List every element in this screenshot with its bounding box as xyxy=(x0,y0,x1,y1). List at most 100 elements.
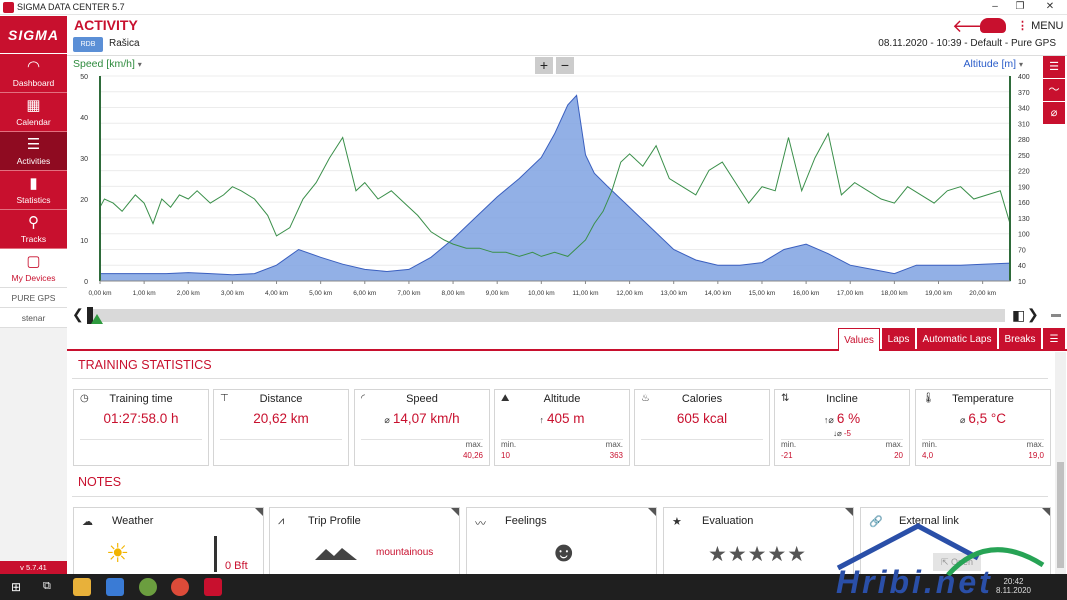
maximize-button[interactable]: ❐ xyxy=(1015,1,1025,12)
map-pin-icon: ⚲ xyxy=(28,214,39,231)
app-icon xyxy=(3,2,14,13)
right-axis-selector[interactable]: Altitude [m] ▾ xyxy=(964,58,1023,70)
range-start-handle[interactable] xyxy=(87,307,93,324)
left-axis-selector[interactable]: Speed [km/h] ▾ xyxy=(73,58,142,70)
sidebar-item-calendar[interactable]: ▦ Calendar xyxy=(0,93,67,132)
range-end-handle-icon[interactable]: ◧ xyxy=(1012,307,1026,323)
window-titlebar: SIGMA DATA CENTER 5.7 – ❐ ✕ xyxy=(0,0,1067,15)
note-card-trip-profile[interactable]: ⩘ Trip Profile mountainous xyxy=(269,507,460,575)
tab-automatic-laps[interactable]: Automatic Laps xyxy=(917,328,997,351)
browser-app-icon[interactable] xyxy=(139,578,157,596)
minimize-button[interactable]: – xyxy=(992,1,998,12)
monitor-app-icon[interactable] xyxy=(106,578,124,596)
clock-time: 20:42 xyxy=(1003,577,1024,586)
ascent-icon: ↑ xyxy=(539,415,544,425)
note-card-external-link[interactable]: 🔗 External link ⇱ Open xyxy=(860,507,1051,575)
open-link-button[interactable]: ⇱ Open xyxy=(933,553,981,571)
menu-button[interactable]: ⋮ MENU xyxy=(1017,19,1063,32)
scroll-left-icon[interactable]: ❮ xyxy=(72,306,84,322)
task-view-icon[interactable]: ⧉ xyxy=(43,580,51,592)
zoom-out-button[interactable]: − xyxy=(556,57,574,74)
chrome-icon[interactable] xyxy=(171,578,189,596)
divider xyxy=(781,439,903,440)
scroll-right-icon[interactable]: ❯ xyxy=(1027,306,1039,322)
note-card-evaluation[interactable]: ★ Evaluation ★★★★★ xyxy=(663,507,854,575)
windows-start-icon[interactable]: ⊞ xyxy=(11,580,22,594)
stat-title: Distance xyxy=(259,393,303,405)
mood-wave-icon: 〰 xyxy=(475,518,486,530)
stat-value: ⌀ 14,07 km/h xyxy=(355,411,489,426)
sidebar-item-label: Activities xyxy=(16,156,51,166)
sidebar-item-activities[interactable]: ☰ Activities xyxy=(0,132,67,171)
sidebar-item-label: Statistics xyxy=(16,195,51,205)
max-value: 363 xyxy=(609,451,623,460)
chart-range-slider[interactable]: ❮ ◧ ❯ ▬ xyxy=(67,304,1067,326)
user-name[interactable]: stenar xyxy=(0,308,67,328)
smiley-icon: ☻ xyxy=(549,536,579,567)
y-left-tick-label: 20 xyxy=(80,197,88,204)
activity-name[interactable]: Rašica xyxy=(109,38,140,49)
collapse-icon[interactable]: ▬ xyxy=(1051,309,1061,320)
note-title: Weather xyxy=(112,515,154,527)
max-value: 19,0 xyxy=(1028,451,1044,460)
close-button[interactable]: ✕ xyxy=(1045,1,1055,12)
min-value: -21 xyxy=(781,451,793,460)
note-card-weather[interactable]: ☁ Weather ☀ 0 Bft xyxy=(73,507,264,575)
position-marker-icon[interactable] xyxy=(91,314,103,324)
sidebar-item-label: Calendar xyxy=(16,117,51,127)
divider xyxy=(501,439,623,440)
sigma-logo: SIGMA xyxy=(0,16,67,54)
list-icon[interactable]: ☰ xyxy=(1043,56,1065,79)
right-axis-label: Altitude [m] xyxy=(963,58,1017,70)
note-card-feelings[interactable]: 〰 Feelings ☻ xyxy=(466,507,657,575)
device-name[interactable]: PURE GPS xyxy=(0,288,67,308)
taskbar-clock[interactable]: 20:42 8.11.2020 xyxy=(996,577,1031,595)
road-bike-icon: RDB xyxy=(73,37,103,52)
sidebar-item-statistics[interactable]: ▮ Statistics xyxy=(0,171,67,210)
tab-laps[interactable]: Laps xyxy=(882,328,915,351)
stat-value-text: 405 m xyxy=(546,411,585,426)
x-tick-label: 15,00 km xyxy=(749,290,776,297)
activity-chart[interactable]: 0 10 20 30 40 50 10 40 70 100 130 160 190 220 250 280 31… xyxy=(67,56,1043,306)
sidebar-item-tracks[interactable]: ⚲ Tracks xyxy=(0,210,67,249)
max-label: max. xyxy=(1026,440,1044,449)
y-right-tick-label: 70 xyxy=(1018,247,1026,254)
tab-values[interactable]: Values xyxy=(838,328,880,351)
sidebar-item-my-devices[interactable]: ▢ My Devices xyxy=(0,249,67,288)
x-tick-label: 18,00 km xyxy=(881,290,908,297)
y-left-tick-label: 10 xyxy=(80,238,88,245)
stat-title: Calories xyxy=(681,393,723,405)
list-icon[interactable]: ☰ xyxy=(1043,328,1065,351)
notes-title: NOTES xyxy=(78,475,122,489)
divider xyxy=(220,439,342,440)
file-explorer-icon[interactable] xyxy=(73,578,91,596)
wind-value: 0 Bft xyxy=(225,560,248,572)
stat-value-text: 6 % xyxy=(836,411,861,426)
cloud-sync-icon[interactable] xyxy=(980,18,1006,33)
star-icon: ★ xyxy=(672,516,682,528)
sigma-app-icon[interactable] xyxy=(204,578,222,596)
chart-svg[interactable]: 0 10 20 30 40 50 10 40 70 100 130 160 190 220 250 280 31… xyxy=(67,56,1043,306)
x-tick-label: 13,00 km xyxy=(660,290,687,297)
x-tick-label: 3,00 km xyxy=(221,290,244,297)
sidebar-item-dashboard[interactable]: ◠ Dashboard xyxy=(0,54,67,93)
activity-header: ACTIVITY RDB Rašica 🡐 ⋮ MENU 08.11.2020 … xyxy=(67,16,1067,56)
training-statistics-title: TRAINING STATISTICS xyxy=(78,358,212,372)
chevron-down-icon: ▾ xyxy=(137,60,142,69)
zoom-in-button[interactable]: + xyxy=(535,57,553,74)
trip-profile-value: mountainous xyxy=(376,547,434,558)
rating-stars[interactable]: ★★★★★ xyxy=(708,543,808,566)
y-right-tick-label: 280 xyxy=(1018,137,1030,144)
altitude-series-area xyxy=(99,94,1011,282)
range-track[interactable] xyxy=(87,307,1005,324)
note-title: Feelings xyxy=(505,515,547,527)
vertical-scrollbar[interactable] xyxy=(1055,352,1066,574)
bar-chart-icon: ▮ xyxy=(29,175,38,192)
chevron-down-icon: ▾ xyxy=(1018,60,1023,69)
line-chart-icon[interactable]: 〜 xyxy=(1043,79,1065,102)
tab-breaks[interactable]: Breaks xyxy=(999,328,1041,351)
no-icon[interactable]: ⌀ xyxy=(1043,102,1065,125)
scrollbar-thumb[interactable] xyxy=(1057,462,1064,568)
max-label: max. xyxy=(885,440,903,449)
speedometer-icon: ◠ xyxy=(26,58,41,75)
